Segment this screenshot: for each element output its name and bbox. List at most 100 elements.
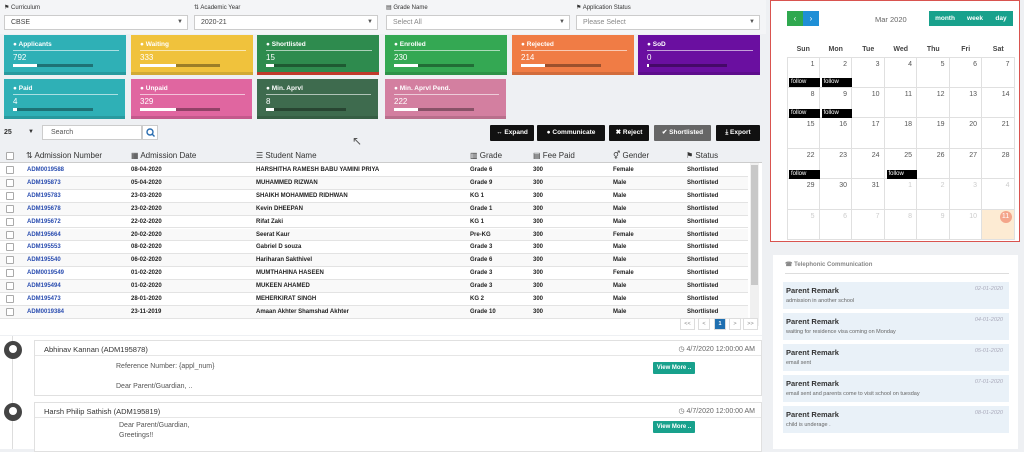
header-grade[interactable]: ▥ Grade — [470, 149, 502, 163]
row-checkbox[interactable] — [6, 295, 14, 303]
calendar-day[interactable]: 31 — [852, 179, 885, 210]
calendar-day[interactable]: 8 — [884, 209, 917, 240]
calendar-day[interactable]: 13 — [949, 87, 982, 118]
row-checkbox[interactable] — [6, 191, 14, 200]
tile-enrolled[interactable]: ● Enrolled 230 — [385, 35, 507, 75]
tile-shortlisted[interactable]: ● Shortlisted 15 — [257, 35, 379, 75]
calendar-day[interactable]: 5 — [917, 57, 950, 88]
cell-admission-number[interactable]: ADM0019549 — [27, 270, 65, 277]
table-row[interactable]: ADM195678 23-02-2020 Kevin DHEEPAN Grade 1 3… — [0, 202, 748, 216]
table-scrollbar[interactable] — [750, 163, 759, 326]
grade-select[interactable]: Select All ▼ — [386, 15, 570, 30]
cell-admission-number[interactable]: ADM195664 — [27, 231, 61, 238]
cell-admission-number[interactable]: ADM0019588 — [27, 167, 65, 173]
calendar-day[interactable]: 9 — [917, 209, 950, 240]
cell-admission-number[interactable]: ADM195553 — [27, 244, 61, 251]
search-input[interactable]: Search — [42, 125, 142, 140]
calendar-day[interactable]: 9 — [819, 87, 852, 118]
calendar-day[interactable]: 6 — [819, 209, 852, 240]
curriculum-select[interactable]: CBSE ▼ — [4, 15, 188, 30]
row-checkbox[interactable] — [6, 166, 14, 174]
header-fee-paid[interactable]: ▤ Fee Paid — [533, 149, 575, 163]
calendar-day[interactable]: 12 — [917, 87, 950, 118]
page-button[interactable]: 1 — [714, 318, 726, 330]
header-student-name[interactable]: ☰ Student Name — [256, 149, 317, 163]
calendar-day[interactable]: 2 — [819, 57, 852, 88]
calendar-day[interactable]: 30 — [819, 179, 852, 210]
calendar-day[interactable]: 7 — [852, 209, 885, 240]
calendar-event[interactable]: follow — [789, 108, 820, 118]
calendar-day[interactable]: 6 — [949, 57, 982, 88]
calendar-day[interactable]: 7 — [982, 57, 1015, 88]
calendar-day[interactable]: 1 — [787, 57, 820, 88]
cell-admission-number[interactable]: ADM0019384 — [27, 308, 65, 315]
calendar-event[interactable]: follow — [821, 78, 852, 87]
view-more-button[interactable]: View More .. — [653, 362, 695, 374]
calendar-day[interactable]: 27 — [949, 148, 982, 179]
table-row[interactable]: ADM195553 08-02-2020 Gabriel D souza Grade … — [0, 241, 748, 255]
calendar-day[interactable]: 5 — [787, 209, 820, 240]
calendar-day[interactable]: 25 — [884, 148, 917, 179]
table-row[interactable]: ADM195783 23-03-2020 SHAIKH MOHAMMED RIDHW… — [0, 189, 748, 203]
table-row[interactable]: ADM0019588 08-04-2020 HARSHITHA RAMESH BAB… — [0, 164, 748, 177]
calendar-day[interactable]: 3 — [949, 179, 982, 210]
row-checkbox[interactable] — [6, 256, 14, 265]
tile-sod[interactable]: ● SoD 0 — [638, 35, 760, 75]
table-row[interactable]: ADM0019549 01-02-2020 MUMTHAHINA HASEEN Gra… — [0, 267, 748, 281]
select-all-checkbox[interactable] — [6, 152, 14, 160]
row-checkbox[interactable] — [6, 230, 14, 239]
table-row[interactable]: ADM195540 06-02-2020 Hariharan Sakthivel Gr… — [0, 254, 748, 268]
calendar-day[interactable]: 17 — [852, 118, 885, 149]
header-status[interactable]: ⚑ Status — [686, 149, 718, 163]
page-button[interactable]: < — [698, 318, 710, 330]
cell-admission-number[interactable]: ADM195540 — [27, 257, 61, 264]
calendar-day[interactable]: 24 — [852, 148, 885, 179]
page-button[interactable]: >> — [743, 318, 758, 330]
day-view-button[interactable]: day — [989, 11, 1013, 26]
tile-applicants[interactable]: ● Applicants 792 — [4, 35, 126, 75]
table-row[interactable]: ADM195664 20-02-2020 Seerat Kaur Pre-KG 300 F… — [0, 228, 748, 242]
calendar-day[interactable]: 16 — [819, 118, 852, 149]
page-size-select[interactable]: 25 ▼ — [4, 126, 40, 139]
cell-admission-number[interactable]: ADM195678 — [27, 205, 61, 212]
table-row[interactable]: ADM195494 01-02-2020 MUKEEN AHAMED Grade 3 3… — [0, 280, 748, 293]
calendar-day[interactable]: 20 — [949, 118, 982, 149]
page-button[interactable]: > — [729, 318, 741, 330]
tile-min-aprvl-pend[interactable]: ● Min. Aprvl Pend. 222 — [385, 79, 506, 119]
table-row[interactable]: ADM195672 22-02-2020 Rifat Zaki KG 1 300 Male… — [0, 215, 748, 229]
calendar-day[interactable]: 29 — [787, 179, 820, 210]
row-checkbox[interactable] — [6, 269, 14, 278]
search-button[interactable] — [142, 125, 158, 140]
row-checkbox[interactable] — [6, 307, 14, 316]
calendar-day[interactable]: 22 — [787, 148, 820, 179]
row-checkbox[interactable] — [6, 243, 14, 252]
calendar-day[interactable]: 10 — [949, 209, 982, 240]
calendar-event[interactable]: follow — [821, 108, 852, 118]
tile-unpaid[interactable]: ● Unpaid 329 — [131, 79, 252, 119]
communicate-button[interactable]: ● Communicate — [537, 125, 605, 141]
reject-button[interactable]: ✖ Reject — [609, 125, 649, 141]
calendar-day[interactable]: 1 — [884, 179, 917, 210]
calendar-day[interactable]: 18 — [884, 118, 917, 149]
view-more-button[interactable]: View More .. — [653, 421, 695, 433]
calendar-day[interactable]: 28 — [982, 148, 1015, 179]
export-button[interactable]: ⤓ Export — [716, 125, 760, 141]
calendar-day[interactable]: 11 — [884, 87, 917, 118]
calendar-day[interactable]: 15 — [787, 118, 820, 149]
calendar-day[interactable]: 10 — [852, 87, 885, 118]
calendar-day[interactable]: 21 — [982, 118, 1015, 149]
table-row[interactable]: ADM195473 28-01-2020 MEHERKIRAT SINGH KG 2 3… — [0, 293, 748, 306]
calendar-day[interactable]: 26 — [917, 148, 950, 179]
week-view-button[interactable]: week — [961, 11, 989, 26]
table-row[interactable]: ADM0019384 23-11-2019 Amaan Akhter Shamsha… — [0, 305, 748, 319]
cell-admission-number[interactable]: ADM195473 — [27, 296, 61, 302]
tile-paid[interactable]: ● Paid 4 — [4, 79, 125, 119]
calendar-day[interactable]: 14 — [982, 87, 1015, 118]
row-checkbox[interactable] — [6, 178, 14, 187]
header-admission-number[interactable]: ⇅ Admission Number — [26, 149, 102, 163]
calendar-day[interactable]: 19 — [917, 118, 950, 149]
scrollbar-thumb[interactable] — [751, 165, 758, 285]
tile-rejected[interactable]: ● Rejected 214 — [512, 35, 634, 75]
table-row[interactable]: ADM195873 05-04-2020 MUHAMMED RIZWAN Grade … — [0, 176, 748, 190]
calendar-event[interactable]: follow — [789, 78, 820, 87]
